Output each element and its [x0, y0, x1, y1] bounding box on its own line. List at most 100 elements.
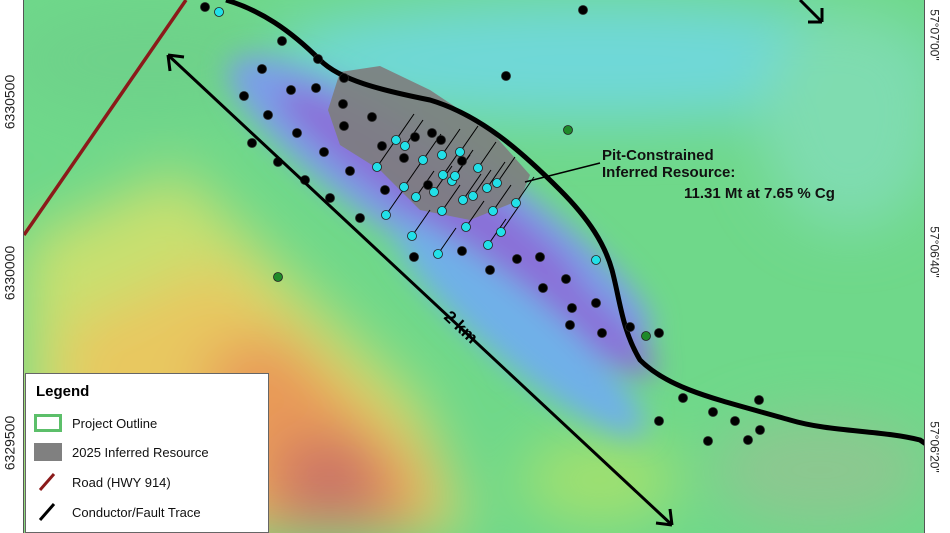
drill-hole-historic — [339, 73, 349, 83]
lat-tick-label: 57°06'40" — [927, 226, 942, 278]
drill-hole-2025 — [438, 170, 448, 180]
drill-trace — [441, 128, 461, 156]
drill-hole-2025 — [381, 210, 391, 220]
outline-swatch-icon — [34, 414, 62, 432]
drill-hole-2025 — [450, 171, 460, 181]
drill-trace — [403, 160, 423, 188]
lat-tick-label: 57°07'00" — [927, 9, 942, 61]
drill-hole-2025 — [496, 227, 506, 237]
drill-hole-historic — [485, 265, 495, 275]
drill-hole-2025 — [488, 206, 498, 216]
drill-hole-historic — [277, 36, 287, 46]
drill-hole-2025 — [391, 135, 401, 145]
drill-hole-2025 — [411, 192, 421, 202]
drill-hole-2025 — [418, 155, 428, 165]
drill-hole-historic — [654, 328, 664, 338]
legend: Legend Project Outline 2025 Inferred Res… — [25, 373, 269, 533]
drill-trace — [459, 125, 479, 153]
drill-hole-historic — [567, 303, 577, 313]
drill-hole-historic — [743, 435, 753, 445]
drill-hole-historic — [678, 393, 688, 403]
drill-hole-historic — [597, 328, 607, 338]
inferred-resource-area — [328, 66, 530, 220]
drill-hole-historic — [257, 64, 267, 74]
drill-hole-other — [563, 125, 573, 135]
drill-hole-historic — [654, 416, 664, 426]
drill-hole-historic — [319, 147, 329, 157]
annotation-title-1: Pit-Constrained — [602, 147, 714, 164]
drill-hole-2025 — [437, 206, 447, 216]
drill-hole-historic — [409, 252, 419, 262]
y-tick-label: 6329500 — [1, 415, 18, 471]
drill-hole-2025 — [437, 150, 447, 160]
drill-hole-2025 — [511, 198, 521, 208]
drill-hole-historic — [755, 425, 765, 435]
annotation-title-2: Inferred Resource: — [602, 164, 736, 181]
left-axis: 6330500 6330000 6329500 — [0, 0, 24, 533]
road-hwy-914 — [22, 0, 188, 236]
drill-trace — [437, 227, 457, 255]
drill-holes — [200, 2, 765, 446]
drill-hole-historic — [625, 322, 635, 332]
drill-hole-historic — [565, 320, 575, 330]
drill-hole-2025 — [473, 163, 483, 173]
drill-hole-historic — [377, 141, 387, 151]
drill-hole-historic — [247, 138, 257, 148]
drill-hole-historic — [423, 180, 433, 190]
legend-item-road: Road (HWY 914) — [34, 473, 171, 491]
drill-hole-2025 — [458, 195, 468, 205]
scale-bar — [166, 53, 674, 527]
drill-hole-historic — [538, 283, 548, 293]
drill-hole-2025 — [461, 222, 471, 232]
legend-title: Legend — [36, 383, 90, 400]
annotation-value: 11.31 Mt at 7.65 % Cg — [684, 185, 835, 202]
drill-hole-2025 — [407, 231, 417, 241]
drill-hole-2025 — [429, 187, 439, 197]
drill-hole-historic — [427, 128, 437, 138]
drill-hole-historic — [703, 436, 713, 446]
drill-trace — [477, 141, 497, 169]
resource-annotation: Pit-Constrained Inferred Resource: 11.31… — [602, 147, 835, 202]
drill-hole-2025 — [483, 240, 493, 250]
drill-hole-historic — [730, 416, 740, 426]
conductor-fault-trace — [225, 0, 950, 463]
drill-hole-historic — [436, 135, 446, 145]
drill-hole-other — [641, 331, 651, 341]
drill-trace — [411, 209, 431, 237]
drill-trace — [385, 188, 405, 216]
drill-hole-2025 — [468, 191, 478, 201]
drill-hole-2025 — [399, 182, 409, 192]
drill-hole-historic — [345, 166, 355, 176]
drill-trace — [465, 200, 485, 228]
drill-hole-2025 — [372, 162, 382, 172]
drill-hole-historic — [708, 407, 718, 417]
drill-hole-2025 — [482, 183, 492, 193]
drill-hole-historic — [410, 132, 420, 142]
drill-hole-historic — [501, 71, 511, 81]
drill-trace — [376, 140, 396, 168]
drill-hole-2025 — [591, 255, 601, 265]
north-arrow-fragment — [798, 0, 824, 24]
drill-hole-historic — [535, 252, 545, 262]
drill-hole-historic — [380, 185, 390, 195]
drill-hole-historic — [457, 246, 467, 256]
drill-hole-historic — [399, 153, 409, 163]
legend-label: 2025 Inferred Resource — [72, 444, 209, 460]
drill-hole-2025 — [433, 249, 443, 259]
y-tick-label: 6330500 — [1, 74, 18, 130]
drill-hole-historic — [292, 128, 302, 138]
y-tick-label: 6330000 — [1, 245, 18, 301]
legend-item-inferred-resource: 2025 Inferred Resource — [34, 443, 209, 461]
grey-swatch-icon — [34, 443, 62, 461]
legend-item-fault: Conductor/Fault Trace — [34, 503, 201, 521]
legend-item-project-outline: Project Outline — [34, 414, 157, 432]
black-line-icon — [38, 503, 56, 521]
lat-tick-label: 57°06'20" — [927, 421, 942, 473]
drill-trace — [496, 156, 516, 184]
drill-hole-historic — [311, 83, 321, 93]
drill-hole-historic — [561, 274, 571, 284]
drill-hole-historic — [263, 110, 273, 120]
drill-trace — [500, 205, 520, 233]
drill-hole-historic — [457, 156, 467, 166]
drill-hole-historic — [325, 193, 335, 203]
